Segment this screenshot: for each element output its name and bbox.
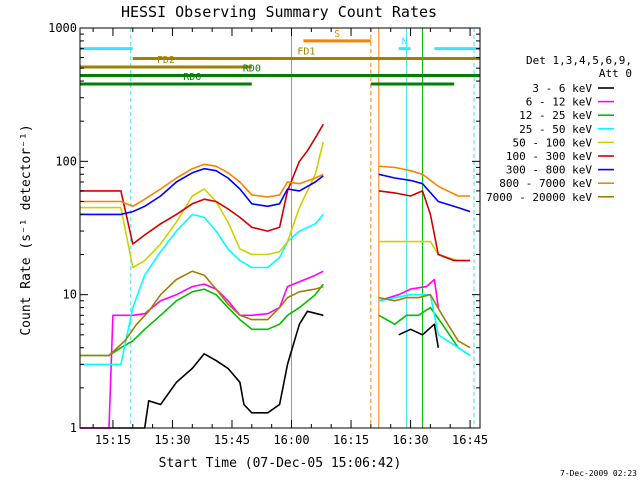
series-line bbox=[80, 123, 471, 262]
x-tick-label: 16:00 bbox=[273, 433, 309, 447]
flag-bar-label: RD6 bbox=[183, 72, 201, 83]
flag-bar-label: N bbox=[402, 37, 408, 48]
x-tick-label: 15:15 bbox=[95, 433, 131, 447]
flag-bar-label: S bbox=[334, 29, 340, 40]
x-tick-label: 15:30 bbox=[154, 433, 190, 447]
legend-header: Det 1,3,4,5,6,9, bbox=[526, 54, 632, 67]
series-line bbox=[80, 283, 471, 357]
plot-frame bbox=[79, 27, 481, 429]
y-tick-label: 100 bbox=[55, 154, 77, 168]
series-line bbox=[80, 270, 471, 357]
y-tick-label: 1000 bbox=[48, 21, 77, 35]
legend-label: 12 - 25 keV bbox=[519, 109, 592, 122]
x-tick-label: 16:15 bbox=[333, 433, 369, 447]
x-axis-label: Start Time (07-Dec-05 15:06:42) bbox=[159, 456, 402, 471]
chart-title: HESSI Observing Summary Count Rates bbox=[121, 3, 437, 21]
series-line bbox=[80, 270, 440, 429]
footer-timestamp: 7-Dec-2009 02:23 bbox=[560, 469, 637, 478]
legend-label: 50 - 100 keV bbox=[513, 136, 593, 149]
series-layer bbox=[80, 123, 471, 429]
x-tick-label: 16:45 bbox=[452, 433, 488, 447]
legend-label: 3 - 6 keV bbox=[532, 82, 592, 95]
legend-header: Att 0 bbox=[599, 67, 632, 80]
series-line bbox=[80, 167, 471, 216]
series-line bbox=[80, 163, 471, 208]
flag-bar-label: RD0 bbox=[243, 64, 261, 75]
legend-label: 300 - 800 keV bbox=[506, 164, 592, 177]
flag-bar-label: FD2 bbox=[157, 55, 175, 66]
y-axis-label: Count Rate (s⁻¹ detector⁻¹) bbox=[19, 124, 34, 335]
x-tick-label: 15:45 bbox=[214, 433, 250, 447]
legend-label: 800 - 7000 keV bbox=[499, 177, 592, 190]
flag-bar-label: FD1 bbox=[297, 47, 315, 58]
x-tick-label: 16:30 bbox=[392, 433, 428, 447]
series-line bbox=[80, 310, 440, 429]
legend-label: 7000 - 20000 keV bbox=[486, 191, 592, 204]
legend-label: 25 - 50 keV bbox=[519, 123, 592, 136]
y-tick-label: 10 bbox=[63, 288, 77, 302]
y-tick-label: 1 bbox=[70, 421, 77, 435]
flag-bars: N S FD1 FD2 RD0 RD6 bbox=[80, 29, 480, 86]
legend-label: 100 - 300 keV bbox=[506, 150, 592, 163]
axes-layer: 1 10 100 1000 15:15 15:30 15:45 16:00 16:15 16:30… bbox=[48, 21, 488, 447]
series-line bbox=[80, 213, 471, 366]
legend-label: 6 - 12 keV bbox=[526, 96, 593, 109]
